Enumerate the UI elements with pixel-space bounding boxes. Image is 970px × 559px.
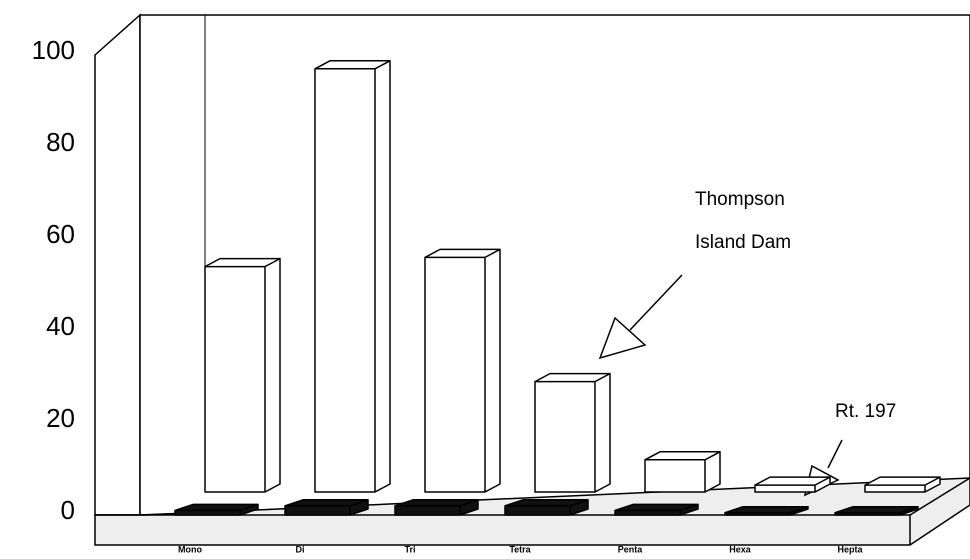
annotation: Island Dam [695, 232, 791, 253]
annotation: Thompson [695, 189, 785, 210]
y-tick-label: 20 [46, 403, 75, 433]
y-tick-label: 0 [61, 495, 75, 525]
bar [284, 499, 369, 516]
x-tick-label: Hexa [729, 544, 752, 554]
bar [534, 372, 611, 493]
y-tick-label: 60 [46, 219, 75, 249]
x-tick-label: Tetra [509, 544, 531, 554]
bar [644, 451, 721, 493]
bar [504, 499, 589, 516]
bar [834, 505, 919, 516]
bar [754, 476, 831, 493]
y-tick-label: 80 [46, 127, 75, 157]
bar [724, 505, 809, 516]
bar [314, 60, 391, 493]
floor-edge [909, 477, 970, 516]
bar [614, 503, 699, 516]
annotation: Rt. 197 [835, 401, 896, 422]
y-tick-label: 100 [32, 35, 75, 65]
y-tick-label: 40 [46, 311, 75, 341]
x-tick-label: Penta [618, 544, 644, 554]
arrow-head [598, 316, 647, 360]
x-tick-label: Di [296, 544, 305, 554]
bar [204, 257, 281, 493]
bar [174, 503, 259, 516]
x-tick-label: Tri [404, 544, 415, 554]
x-tick-label: Hepta [837, 544, 863, 554]
bar [864, 476, 941, 493]
x-tick-label: Mono [178, 544, 202, 554]
arrow-line [629, 274, 683, 331]
arrow-line [827, 439, 843, 469]
bar [424, 248, 501, 493]
left-wall [94, 13, 141, 516]
bar [394, 499, 479, 516]
